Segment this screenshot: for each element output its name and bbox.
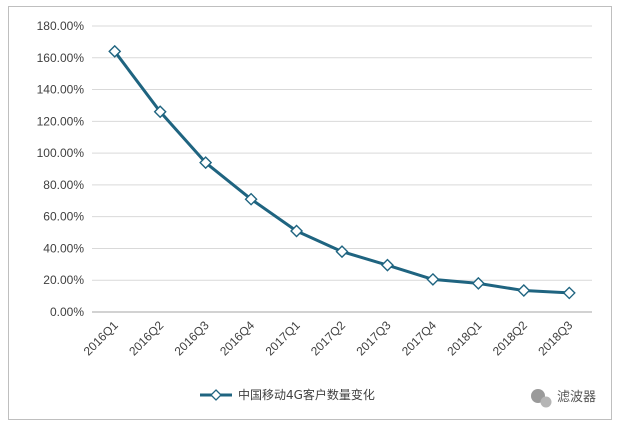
y-axis-ticks: 0.00% 20.00% 40.00% 60.00% 80.00% 100.00% 120.…	[37, 19, 85, 319]
x-axis-ticks: 2016Q1 2016Q2 2016Q3 2016Q4 2017Q1 2017Q2 2017…	[81, 318, 576, 358]
y-tick-label: 100.00%	[37, 146, 85, 160]
y-tick-label: 140.00%	[37, 83, 85, 97]
x-tick-label: 2016Q4	[217, 318, 257, 358]
data-point	[562, 286, 576, 300]
watermark-text: 滤波器	[557, 390, 596, 405]
legend-marker	[210, 389, 222, 401]
data-point	[380, 258, 394, 272]
x-tick-label: 2017Q4	[399, 318, 439, 358]
data-point	[244, 192, 258, 206]
data-point	[517, 284, 531, 298]
y-tick-label: 120.00%	[37, 114, 85, 128]
data-point	[335, 245, 349, 259]
grid-lines	[92, 25, 592, 313]
y-tick-label: 160.00%	[37, 51, 85, 65]
y-tick-label: 60.00%	[43, 210, 84, 224]
x-tick-label: 2016Q3	[172, 318, 212, 358]
legend: 中国移动4G客户数量变化	[200, 387, 375, 402]
series-group	[108, 44, 576, 300]
data-point	[426, 272, 440, 286]
watermark: 滤波器	[531, 389, 596, 408]
chart-frame	[8, 6, 612, 420]
x-tick-label: 2017Q3	[353, 318, 393, 358]
x-tick-label: 2017Q2	[308, 318, 348, 358]
x-tick-label: 2016Q2	[126, 318, 166, 358]
legend-label: 中国移动4G客户数量变化	[238, 387, 375, 402]
y-tick-label: 0.00%	[50, 305, 84, 319]
y-tick-label: 180.00%	[37, 19, 85, 33]
x-tick-label: 2018Q1	[444, 318, 484, 358]
x-tick-label: 2016Q1	[81, 318, 121, 358]
y-tick-label: 80.00%	[43, 178, 84, 192]
data-point	[108, 44, 122, 58]
data-point	[153, 105, 167, 119]
wechat-icon	[531, 389, 552, 408]
y-tick-label: 20.00%	[43, 273, 84, 287]
x-tick-label: 2018Q2	[490, 318, 530, 358]
data-point	[290, 224, 304, 238]
y-tick-label: 40.00%	[43, 241, 84, 255]
data-point	[471, 276, 485, 290]
x-tick-label: 2018Q3	[535, 318, 575, 358]
x-tick-label: 2017Q1	[263, 318, 303, 358]
data-point	[199, 156, 213, 170]
